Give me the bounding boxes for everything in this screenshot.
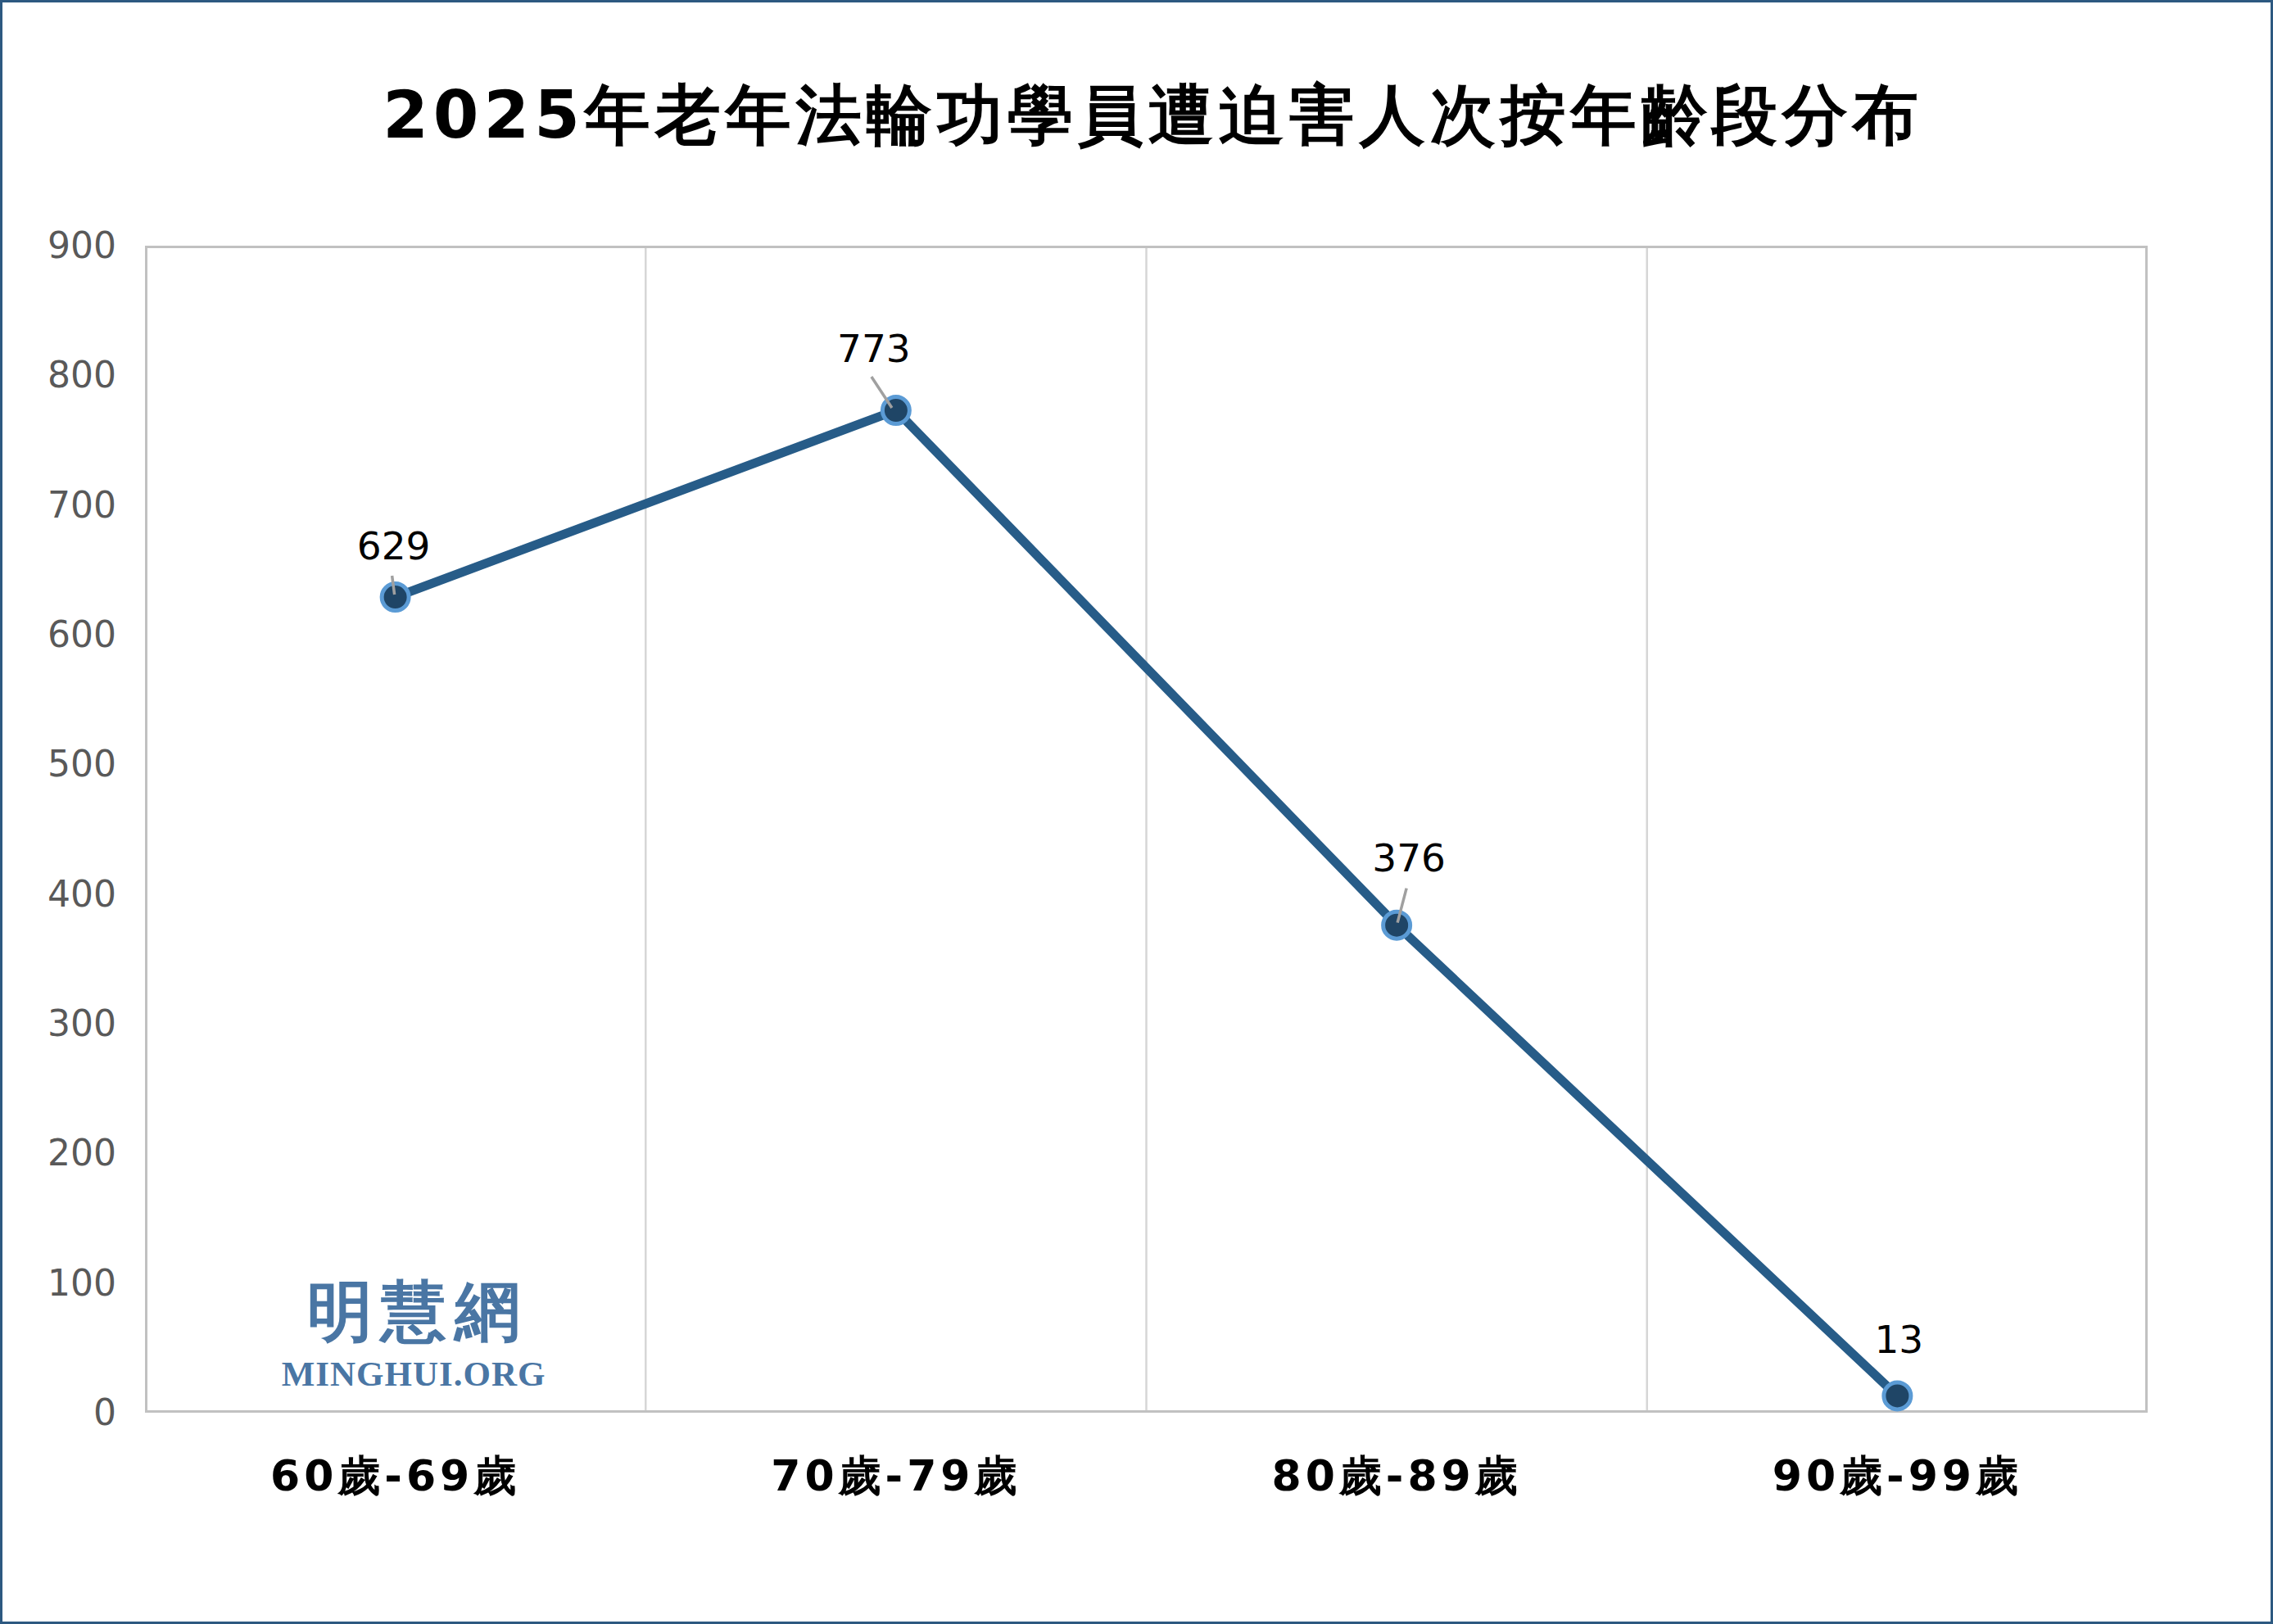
data-point-value-label: 773 <box>751 326 997 372</box>
data-point-marker <box>382 584 409 611</box>
data-label-leader <box>872 377 892 408</box>
data-point-value-label: 629 <box>271 523 517 569</box>
y-tick-label: 700 <box>0 484 116 527</box>
data-point-marker <box>1383 912 1410 939</box>
y-tick-label: 900 <box>0 224 116 267</box>
y-tick-label: 200 <box>0 1132 116 1174</box>
y-tick-label: 800 <box>0 354 116 396</box>
y-tick-label: 400 <box>0 873 116 916</box>
chart-canvas: 2025年老年法輪功學員遭迫害人次按年齡段分布 0100200300400500… <box>0 0 2273 1624</box>
x-category-label: 70歲-79歲 <box>642 1448 1150 1505</box>
data-point-value-label: 376 <box>1286 835 1532 881</box>
minghui-logo-cjk: 明慧網 <box>283 1279 553 1345</box>
data-point-value-label: 13 <box>1776 1317 2022 1363</box>
x-category-label: 80歲-89歲 <box>1143 1448 1650 1505</box>
minghui-watermark: 明慧網 MINGHUI.ORG <box>274 1279 553 1391</box>
y-tick-label: 100 <box>0 1262 116 1305</box>
y-tick-label: 600 <box>0 613 116 656</box>
y-tick-label: 500 <box>0 743 116 785</box>
minghui-logo-latin: MINGHUI.ORG <box>274 1356 553 1391</box>
y-tick-label: 300 <box>0 1002 116 1045</box>
y-tick-label: 0 <box>0 1391 116 1434</box>
x-category-label: 60歲-69歲 <box>142 1448 650 1505</box>
x-category-label: 90歲-99歲 <box>1643 1448 2151 1505</box>
data-point-marker <box>1884 1382 1911 1409</box>
